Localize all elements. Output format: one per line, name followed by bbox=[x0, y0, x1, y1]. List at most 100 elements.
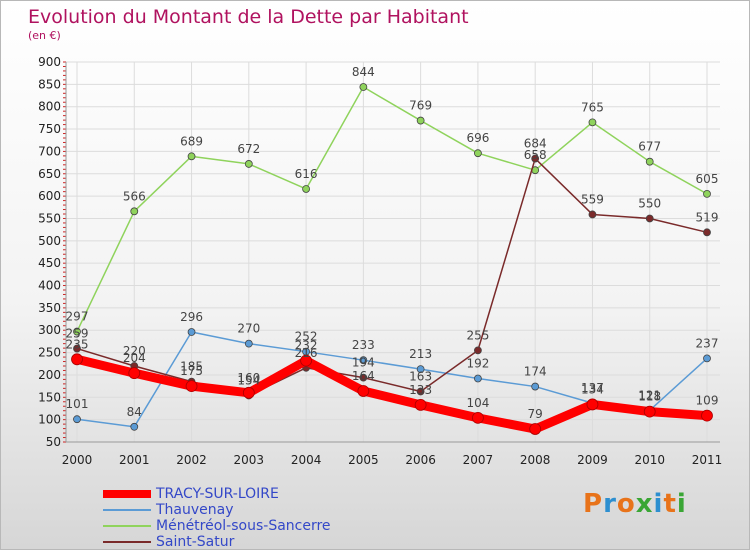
data-label: 160 bbox=[237, 371, 260, 385]
legend-label: Saint-Satur bbox=[156, 534, 235, 550]
data-label: 616 bbox=[295, 167, 318, 181]
data-label: 175 bbox=[180, 364, 203, 378]
x-tick-label: 2004 bbox=[291, 453, 322, 467]
x-tick-label: 2003 bbox=[234, 453, 265, 467]
data-point bbox=[472, 411, 484, 424]
data-point bbox=[302, 185, 310, 193]
data-label: 79 bbox=[528, 407, 543, 421]
chart-subtitle: (en €) bbox=[28, 29, 61, 42]
data-label: 684 bbox=[524, 137, 547, 151]
data-label: 296 bbox=[180, 310, 203, 324]
data-label: 769 bbox=[409, 99, 432, 113]
data-point bbox=[130, 422, 139, 431]
proxiti-logo: Proxiti bbox=[583, 489, 687, 519]
data-point bbox=[643, 405, 656, 418]
data-label: 252 bbox=[295, 330, 318, 344]
legend-item: Ménétréol-sous-Sancerre bbox=[103, 518, 331, 534]
legend-swatch bbox=[103, 541, 151, 543]
legend-item: Thauvenay bbox=[103, 502, 331, 518]
data-label: 185 bbox=[180, 360, 203, 374]
y-tick-label: 250 bbox=[38, 346, 61, 360]
data-point bbox=[531, 382, 540, 391]
data-label: 213 bbox=[409, 347, 432, 361]
y-tick-label: 150 bbox=[38, 390, 61, 404]
data-label: 121 bbox=[638, 388, 661, 402]
data-label: 101 bbox=[66, 397, 89, 411]
y-tick-label: 350 bbox=[38, 301, 61, 315]
data-label: 235 bbox=[66, 337, 89, 351]
legend-swatch bbox=[103, 509, 151, 511]
data-label: 550 bbox=[638, 196, 661, 210]
series-line-2 bbox=[76, 86, 708, 333]
logo-letter: t bbox=[663, 489, 677, 519]
y-tick-label: 750 bbox=[38, 122, 61, 136]
data-label: 255 bbox=[466, 328, 489, 342]
data-point bbox=[703, 354, 711, 363]
y-tick-label: 600 bbox=[38, 189, 61, 203]
data-point bbox=[645, 157, 654, 166]
data-point bbox=[416, 116, 425, 125]
x-tick-label: 2006 bbox=[405, 453, 436, 467]
x-tick-label: 2005 bbox=[348, 453, 379, 467]
data-label: 270 bbox=[237, 322, 260, 336]
data-label: 109 bbox=[696, 394, 719, 408]
data-label: 154 bbox=[237, 374, 260, 388]
data-label: 118 bbox=[638, 390, 661, 404]
legend-item: TRACY-SUR-LOIRE bbox=[103, 486, 331, 502]
x-tick-label: 2008 bbox=[520, 453, 551, 467]
data-label: 204 bbox=[123, 351, 146, 365]
logo-letter: o bbox=[616, 489, 636, 519]
y-tick-label: 200 bbox=[38, 368, 61, 382]
data-label: 174 bbox=[524, 365, 547, 379]
y-tick-label: 50 bbox=[46, 435, 61, 449]
x-tick-label: 2010 bbox=[634, 453, 665, 467]
x-tick-label: 2001 bbox=[119, 453, 150, 467]
legend-item: Saint-Satur bbox=[103, 534, 331, 550]
data-point bbox=[416, 387, 425, 396]
data-point bbox=[474, 149, 482, 158]
data-point bbox=[244, 160, 253, 168]
data-label: 566 bbox=[123, 189, 146, 203]
data-point bbox=[645, 214, 654, 223]
data-label: 689 bbox=[180, 134, 203, 148]
data-label: 672 bbox=[237, 142, 260, 156]
logo-letter: i bbox=[676, 489, 687, 519]
data-point bbox=[242, 386, 255, 399]
data-label: 84 bbox=[127, 405, 142, 419]
data-label: 192 bbox=[466, 357, 489, 371]
y-tick-label: 300 bbox=[38, 323, 61, 337]
data-point bbox=[71, 353, 83, 366]
x-tick-label: 2009 bbox=[577, 453, 608, 467]
data-label: 220 bbox=[123, 344, 146, 358]
data-point bbox=[474, 374, 482, 383]
y-tick-label: 700 bbox=[38, 144, 61, 158]
data-label: 658 bbox=[524, 148, 547, 162]
y-tick-label: 500 bbox=[38, 234, 61, 248]
legend-label: Thauvenay bbox=[156, 502, 234, 518]
data-point bbox=[529, 423, 542, 435]
data-point bbox=[300, 354, 312, 367]
data-label: 163 bbox=[409, 369, 432, 383]
data-label: 134 bbox=[581, 382, 604, 396]
data-point bbox=[588, 210, 597, 219]
data-point bbox=[187, 328, 196, 336]
data-point bbox=[73, 327, 81, 336]
data-label: 519 bbox=[696, 210, 719, 224]
chart-title: Evolution du Montant de la Dette par Hab… bbox=[28, 6, 469, 28]
legend-label: Ménétréol-sous-Sancerre bbox=[156, 518, 331, 534]
data-point bbox=[359, 373, 368, 382]
legend-swatch bbox=[103, 525, 151, 527]
data-point bbox=[701, 409, 713, 422]
data-point bbox=[359, 356, 368, 365]
data-point bbox=[128, 367, 141, 380]
data-label: 194 bbox=[352, 356, 375, 370]
logo-letter: P bbox=[583, 489, 604, 519]
data-point bbox=[414, 398, 427, 411]
data-label: 559 bbox=[581, 192, 604, 206]
data-label: 233 bbox=[352, 338, 375, 352]
data-label: 104 bbox=[466, 396, 489, 410]
y-tick-label: 850 bbox=[38, 77, 61, 91]
chart-legend: TRACY-SUR-LOIRE Thauvenay Ménétréol-sous-S… bbox=[103, 486, 331, 550]
y-tick-label: 650 bbox=[38, 167, 61, 181]
